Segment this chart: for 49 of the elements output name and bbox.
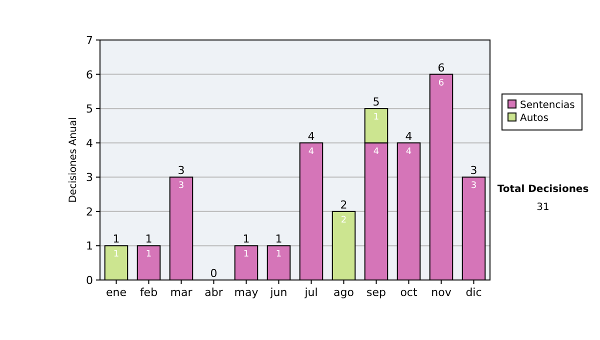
y-axis-title: Decisiones Anual bbox=[68, 117, 79, 203]
y-tick-label: 3 bbox=[86, 171, 93, 184]
x-tick-label: jun bbox=[269, 286, 288, 299]
data-label: 4 bbox=[373, 146, 380, 157]
x-tick-label: ago bbox=[334, 286, 354, 299]
total-label: 1 bbox=[275, 232, 282, 246]
data-label: 1 bbox=[146, 250, 152, 260]
x-tick-label: dic bbox=[466, 286, 482, 299]
y-tick-label: 7 bbox=[86, 34, 93, 47]
x-tick-label: mar bbox=[170, 286, 193, 299]
legend-label: Sentencias bbox=[520, 100, 575, 111]
x-tick-label: feb bbox=[140, 286, 158, 299]
data-label: 4 bbox=[308, 146, 314, 157]
data-label: 6 bbox=[438, 78, 444, 88]
data-label: 3 bbox=[178, 181, 184, 192]
y-tick-label: 2 bbox=[86, 205, 93, 218]
total-label: 0 bbox=[210, 267, 218, 280]
total-label: 3 bbox=[470, 164, 478, 178]
x-tick-label: sep bbox=[366, 286, 386, 299]
y-tick-label: 1 bbox=[86, 240, 93, 253]
x-tick-label: nov bbox=[431, 286, 452, 299]
text: Total Decisiones bbox=[497, 184, 589, 195]
total-label: 4 bbox=[405, 130, 412, 143]
total-label: 1 bbox=[112, 232, 120, 246]
total-label: 5 bbox=[372, 96, 380, 109]
x-tick-label: ene bbox=[106, 286, 127, 299]
x-tick-label: oct bbox=[400, 286, 418, 299]
total-label: 4 bbox=[308, 130, 315, 143]
legend-label: Autos bbox=[520, 113, 548, 124]
total-label: 2 bbox=[340, 198, 348, 212]
data-label: 1 bbox=[243, 250, 250, 260]
data-label: 4 bbox=[406, 146, 412, 157]
data-label: 3 bbox=[470, 181, 477, 192]
x-tick-label: may bbox=[234, 286, 259, 299]
text: 31 bbox=[536, 202, 550, 213]
y-tick-label: 4 bbox=[86, 136, 93, 150]
total-label: 1 bbox=[145, 232, 152, 246]
data-label: 1 bbox=[373, 112, 380, 123]
total-label: 3 bbox=[178, 164, 185, 178]
x-tick-label: jul bbox=[304, 286, 318, 299]
data-label: 2 bbox=[340, 215, 347, 226]
total-label: 1 bbox=[242, 232, 250, 246]
y-tick-label: 0 bbox=[86, 274, 93, 287]
x-tick-label: abr bbox=[204, 286, 224, 299]
data-label: 1 bbox=[276, 250, 282, 260]
y-tick-label: 6 bbox=[86, 68, 93, 82]
data-label: 1 bbox=[113, 250, 120, 260]
total-label: 6 bbox=[438, 61, 445, 74]
y-tick-label: 5 bbox=[86, 102, 93, 116]
